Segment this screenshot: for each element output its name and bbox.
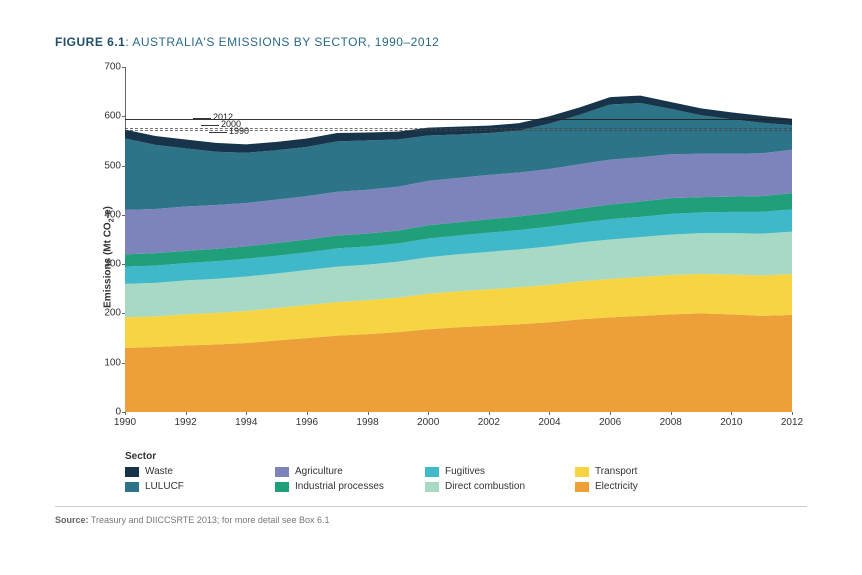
- figure-number: FIGURE 6.1: [55, 35, 125, 49]
- legend-swatch: [425, 467, 439, 477]
- legend-item-lulucf: LULUCF: [125, 481, 275, 492]
- legend-title: Sector: [125, 451, 807, 462]
- y-tick-label: 300: [95, 259, 121, 270]
- legend-item-electricity: Electricity: [575, 481, 725, 492]
- legend-swatch: [125, 482, 139, 492]
- legend: Sector Waste Agriculture Fugitives Transpor…: [125, 451, 807, 492]
- legend-swatch: [425, 482, 439, 492]
- y-tick-mark: [122, 215, 125, 216]
- legend-label: Waste: [145, 466, 173, 477]
- x-tick-mark: [731, 412, 732, 415]
- source-text: Treasury and DIICCSRTE 2013; for more de…: [89, 515, 330, 525]
- legend-label: LULUCF: [145, 481, 184, 492]
- legend-item-direct_combustion: Direct combustion: [425, 481, 575, 492]
- x-tick-label: 2000: [417, 417, 439, 428]
- x-tick-mark: [489, 412, 490, 415]
- legend-swatch: [125, 467, 139, 477]
- legend-item-fugitives: Fugitives: [425, 466, 575, 477]
- x-tick-mark: [610, 412, 611, 415]
- x-tick-mark: [792, 412, 793, 415]
- x-tick-label: 1998: [356, 417, 378, 428]
- x-tick-label: 1994: [235, 417, 257, 428]
- legend-item-waste: Waste: [125, 466, 275, 477]
- legend-grid: Waste Agriculture Fugitives Transport LULUCF…: [125, 466, 807, 492]
- y-tick-mark: [122, 116, 125, 117]
- legend-swatch: [575, 482, 589, 492]
- plot-area: 0100200300400500600700199019921994199619…: [125, 67, 792, 412]
- y-tick-mark: [122, 166, 125, 167]
- reference-leader-1990: [209, 132, 227, 133]
- x-tick-label: 2008: [660, 417, 682, 428]
- reference-leader-2012: [193, 118, 211, 119]
- x-tick-mark: [671, 412, 672, 415]
- y-axis-label: Emissions (Mt CO2-e): [102, 206, 115, 308]
- x-tick-label: 2012: [781, 417, 803, 428]
- legend-item-transport: Transport: [575, 466, 725, 477]
- legend-label: Agriculture: [295, 466, 343, 477]
- y-tick-mark: [122, 363, 125, 364]
- y-tick-label: 500: [95, 160, 121, 171]
- legend-label: Electricity: [595, 481, 638, 492]
- x-tick-label: 2002: [478, 417, 500, 428]
- y-tick-mark: [122, 264, 125, 265]
- reference-leader-2000: [201, 125, 219, 126]
- legend-item-industrial_processes: Industrial processes: [275, 481, 425, 492]
- y-tick-label: 200: [95, 308, 121, 319]
- reference-label-1990: 1990: [229, 126, 249, 136]
- x-tick-label: 1996: [296, 417, 318, 428]
- x-tick-label: 1992: [175, 417, 197, 428]
- x-tick-label: 2010: [720, 417, 742, 428]
- figure-text: : AUSTRALIA'S EMISSIONS BY SECTOR, 1990–…: [125, 35, 439, 49]
- y-tick-mark: [122, 67, 125, 68]
- legend-swatch: [575, 467, 589, 477]
- chart: Emissions (Mt CO2-e) 0100200300400500600…: [90, 67, 807, 447]
- x-tick-mark: [186, 412, 187, 415]
- source-line: Source: Treasury and DIICCSRTE 2013; for…: [55, 506, 807, 525]
- legend-label: Direct combustion: [445, 481, 525, 492]
- y-tick-mark: [122, 313, 125, 314]
- source-label: Source:: [55, 515, 89, 525]
- y-tick-label: 100: [95, 357, 121, 368]
- y-tick-label: 600: [95, 111, 121, 122]
- x-tick-label: 2006: [599, 417, 621, 428]
- legend-label: Transport: [595, 466, 637, 477]
- figure-title: FIGURE 6.1: AUSTRALIA'S EMISSIONS BY SEC…: [55, 35, 807, 49]
- x-tick-mark: [428, 412, 429, 415]
- y-tick-label: 0: [95, 407, 121, 418]
- reference-line-1990: [125, 130, 792, 131]
- x-tick-label: 2004: [538, 417, 560, 428]
- legend-item-agriculture: Agriculture: [275, 466, 425, 477]
- x-tick-mark: [549, 412, 550, 415]
- x-tick-mark: [307, 412, 308, 415]
- legend-label: Fugitives: [445, 466, 485, 477]
- x-tick-mark: [246, 412, 247, 415]
- x-tick-label: 1990: [114, 417, 136, 428]
- x-tick-mark: [368, 412, 369, 415]
- x-tick-mark: [125, 412, 126, 415]
- y-tick-label: 400: [95, 209, 121, 220]
- legend-label: Industrial processes: [295, 481, 384, 492]
- legend-swatch: [275, 482, 289, 492]
- legend-swatch: [275, 467, 289, 477]
- y-tick-label: 700: [95, 62, 121, 73]
